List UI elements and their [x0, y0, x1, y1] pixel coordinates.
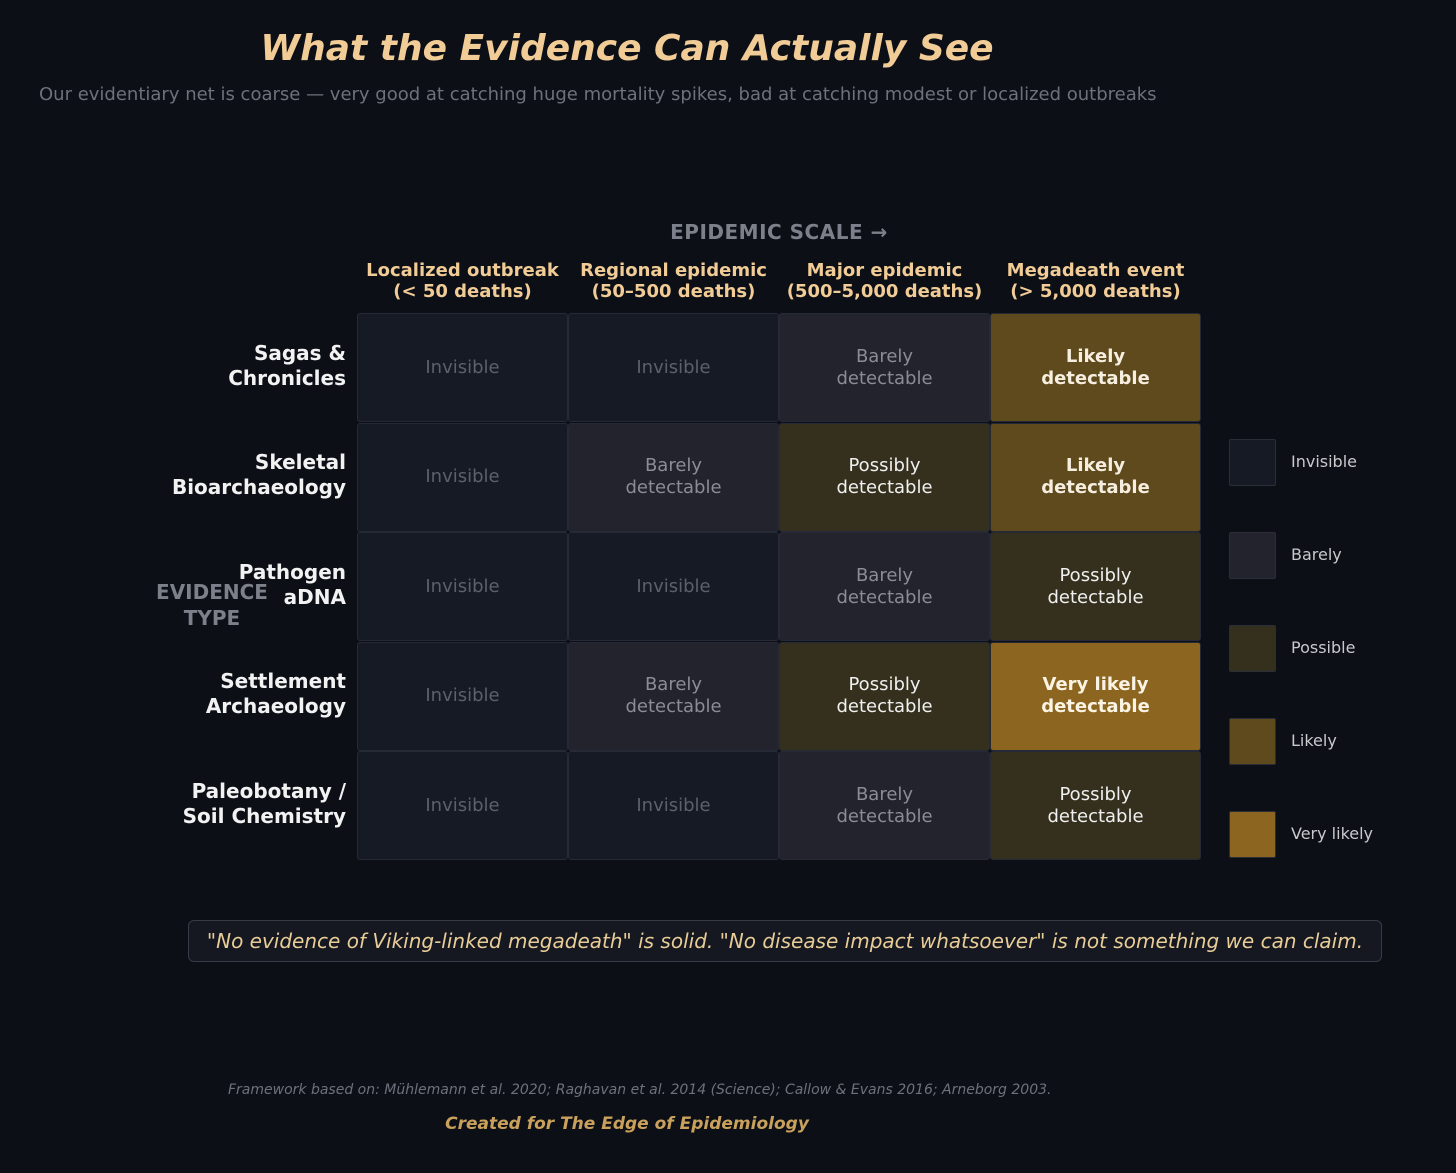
heatmap-cell: Barely detectable	[779, 532, 990, 641]
heatmap-cell: Possibly detectable	[779, 641, 990, 751]
legend-swatch	[1229, 718, 1276, 765]
heatmap-cell: Barely detectable	[779, 751, 990, 860]
chart-title: What the Evidence Can Actually See	[260, 28, 994, 69]
row-label: Skeletal Bioarchaeology	[171, 450, 346, 499]
legend-swatch	[1229, 439, 1276, 486]
heatmap-cell: Invisible	[357, 422, 568, 532]
heatmap-cell: Invisible	[357, 532, 568, 641]
x-axis-title: EPIDEMIC SCALE →	[670, 220, 888, 244]
row-label: Sagas & Chronicles	[228, 340, 346, 390]
heatmap-cell: Invisible	[357, 641, 568, 751]
heatmap-cell: Invisible	[357, 751, 568, 860]
legend-label: Likely	[1291, 731, 1337, 750]
heatmap-cell: Very likely detectable	[990, 641, 1201, 751]
heatmap-cell: Possibly detectable	[779, 422, 990, 532]
credit-line: Created for The Edge of Epidemiology	[445, 1114, 809, 1134]
heatmap-cell: Invisible	[568, 532, 779, 641]
heatmap-cell: Possibly detectable	[990, 532, 1201, 641]
chart-subtitle: Our evidentiary net is coarse — very goo…	[39, 84, 1157, 105]
heatmap-cell: Invisible	[568, 751, 779, 860]
legend-label: Barely	[1291, 545, 1342, 564]
heatmap-cell: Likely detectable	[990, 313, 1201, 422]
heatmap-cell: Possibly detectable	[990, 751, 1201, 860]
heatmap-cell: Likely detectable	[990, 422, 1201, 532]
heatmap-cell: Barely detectable	[779, 313, 990, 422]
legend-swatch	[1229, 532, 1276, 579]
legend-label: Invisible	[1291, 452, 1357, 471]
y-axis-title: EVIDENCE TYPE	[156, 580, 268, 630]
column-header: Megadeath event (> 5,000 deaths)	[1006, 260, 1185, 302]
source-note: Framework based on: Mühlemann et al. 202…	[228, 1082, 1052, 1098]
row-label: Paleobotany / Soil Chemistry	[182, 778, 346, 828]
row-label: Settlement Archaeology	[205, 669, 346, 718]
column-header: Regional epidemic (50–500 deaths)	[580, 260, 767, 302]
legend-label: Possible	[1291, 638, 1356, 657]
legend-swatch	[1229, 625, 1276, 672]
heatmap-cell: Barely detectable	[568, 641, 779, 751]
column-header: Major epidemic (500–5,000 deaths)	[786, 260, 983, 302]
annotation-box: "No evidence of Viking-linked megadeath"…	[188, 920, 1382, 962]
heatmap-cell: Barely detectable	[568, 422, 779, 532]
legend-swatch	[1229, 811, 1276, 858]
heatmap-cell: Invisible	[568, 313, 779, 422]
row-label: Pathogen aDNA	[238, 559, 346, 609]
legend-label: Very likely	[1291, 824, 1374, 843]
annotation-text: "No evidence of Viking-linked megadeath"…	[206, 929, 1364, 953]
column-header: Localized outbreak (< 50 deaths)	[366, 260, 559, 302]
heatmap-cell: Invisible	[357, 313, 568, 422]
